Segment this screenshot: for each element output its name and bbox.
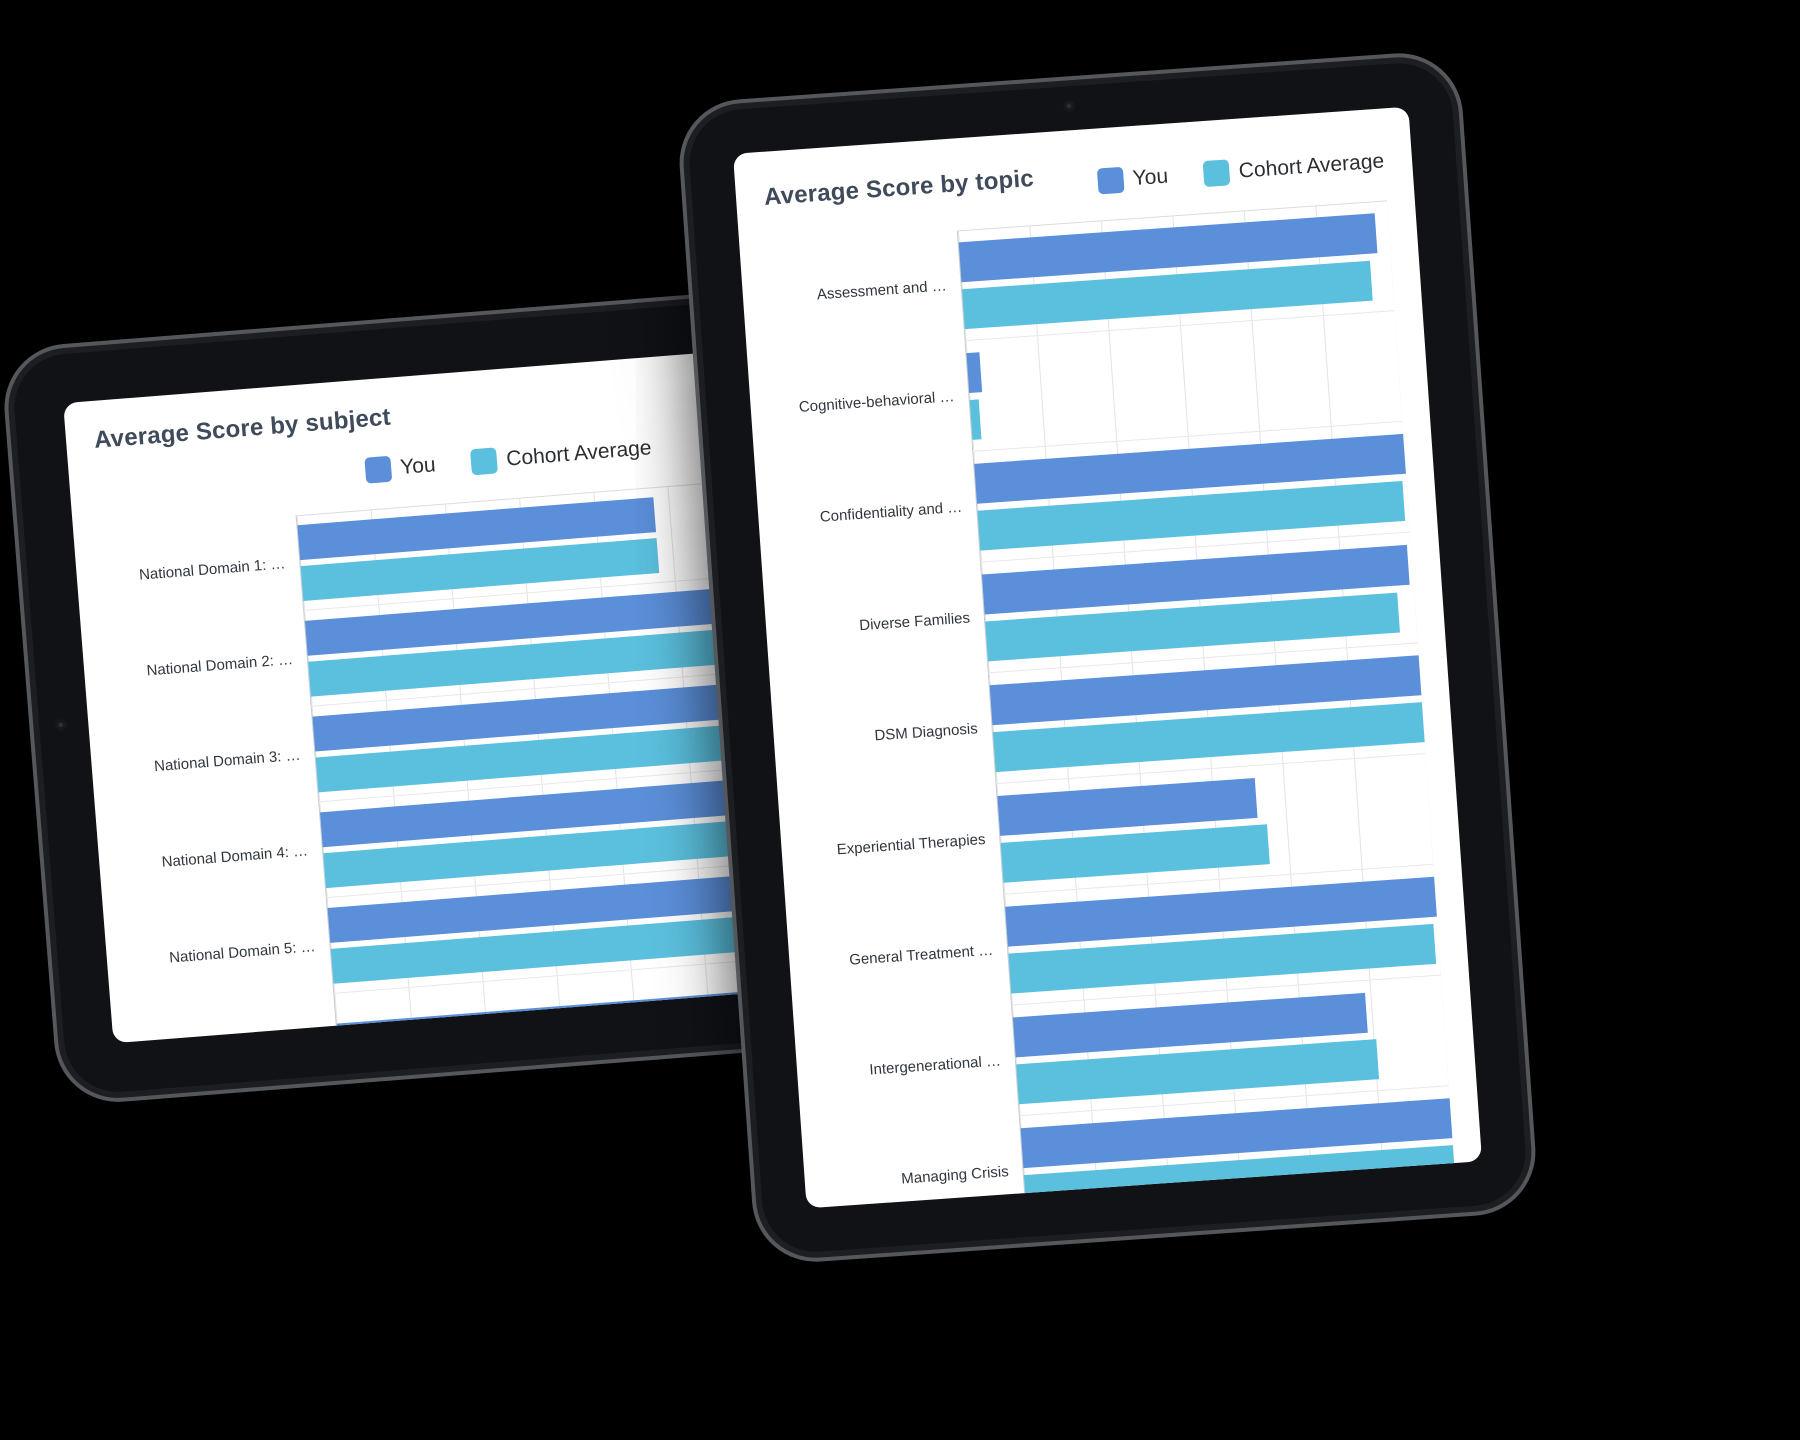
category-label: Diverse Families (858, 609, 971, 635)
category-label: National Domain 2: … (145, 650, 294, 680)
category-label: General Treatment … (848, 941, 994, 969)
bar-you (966, 351, 983, 393)
category-label: Confidentiality and … (819, 498, 963, 526)
legend-item-you: You (364, 452, 437, 484)
front-camera-icon (1062, 100, 1075, 112)
category-label: Experiential Therapies (836, 831, 986, 859)
category-label: National Domain 1: … (138, 554, 287, 584)
legend-swatch-you (364, 455, 393, 484)
legend-label-cohort: Cohort Average (505, 436, 653, 471)
chart-topic-title: Average Score by topic (763, 165, 1035, 211)
bar-cohort (969, 398, 982, 440)
legend-swatch-cohort (470, 447, 499, 476)
legend-label-cohort: Cohort Average (1238, 149, 1385, 183)
category-label: DSM Diagnosis (873, 720, 979, 745)
chart-topic-legend: You Cohort Average (1096, 149, 1385, 195)
legend-label-you: You (399, 453, 437, 479)
category-label: Cognitive-behavioral … (798, 388, 956, 417)
category-label: National Domain 5: … (168, 937, 317, 967)
category-label: National Domain 4: … (161, 842, 309, 871)
legend-label-you: You (1131, 164, 1169, 191)
legend-item-cohort: Cohort Average (1203, 149, 1385, 188)
front-camera-icon (54, 718, 67, 731)
bar-cohort (1000, 823, 1270, 883)
chart-topic-plot: Assessment and … Cognitive-behavioral … Co… (767, 200, 1457, 1209)
legend-item-you: You (1096, 164, 1169, 195)
tablet-right-screen: Average Score by topic You Cohort Averag… (732, 106, 1483, 1209)
category-label: National Domain 3: … (153, 746, 302, 775)
chart-topic: Average Score by topic You Cohort Averag… (733, 107, 1482, 1209)
legend-swatch-cohort (1203, 159, 1231, 188)
bar-you (336, 988, 785, 1044)
category-label: Intergenerational … (868, 1052, 1002, 1079)
legend-swatch-you (1096, 166, 1125, 195)
legend-item-cohort: Cohort Average (470, 435, 653, 476)
category-label: Managing Crisis (900, 1163, 1010, 1188)
category-label: Assessment and … (816, 277, 948, 304)
chart-topic-header: Average Score by topic You Cohort Averag… (763, 135, 1385, 218)
tablet-device-right: Average Score by topic You Cohort Averag… (675, 49, 1540, 1266)
